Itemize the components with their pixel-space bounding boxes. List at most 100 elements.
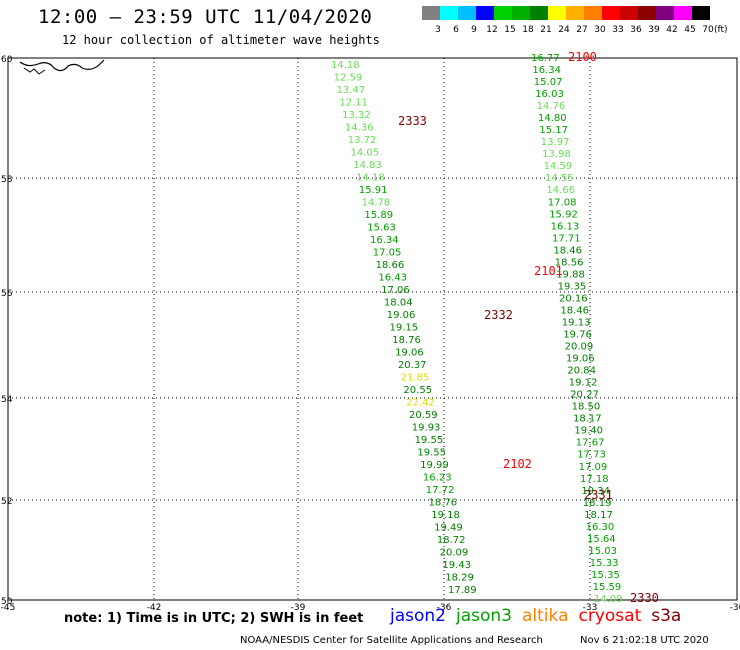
track-reading-right: 16.30 xyxy=(586,522,615,533)
colorbar-label: 12 xyxy=(486,25,497,35)
track-reading-right: 18.46 xyxy=(553,245,582,256)
track-reading-right: 18.19 xyxy=(583,498,612,509)
colorbar-label: 30 xyxy=(594,25,606,35)
colorbar-label: 36 xyxy=(630,25,642,35)
track-reading-left: 14.78 xyxy=(362,198,391,209)
colorbar-unit: (ft) xyxy=(714,25,728,35)
coastline xyxy=(19,59,105,72)
track-reading-right: 14.76 xyxy=(537,101,566,112)
colorbar-label: 9 xyxy=(471,25,477,35)
colorbar-label: 27 xyxy=(576,25,587,35)
coastline xyxy=(23,67,46,75)
pass-time-label: 2332 xyxy=(484,308,513,322)
track-reading-left: 20.09 xyxy=(440,548,469,559)
track-reading-left: 18.04 xyxy=(384,298,413,309)
track-reading-right: 16.03 xyxy=(535,89,564,100)
colorbar-swatch xyxy=(602,6,620,20)
map-subtitle: 12 hour collection of altimeter wave hei… xyxy=(62,33,380,47)
lat-tick-label: 50 xyxy=(1,597,13,607)
track-reading-left: 22.42 xyxy=(406,398,435,409)
track-reading-left: 19.06 xyxy=(387,310,416,321)
lat-tick-label: 60 xyxy=(1,55,13,65)
track-reading-left: 20.37 xyxy=(398,360,427,371)
track-reading-right: 14.59 xyxy=(544,161,573,172)
track-reading-left: 14.36 xyxy=(345,123,374,134)
track-reading-left: 18.29 xyxy=(445,573,474,584)
colorbar-swatch xyxy=(584,6,602,20)
track-reading-right: 20.16 xyxy=(559,293,588,304)
track-reading-right: 19.35 xyxy=(558,281,587,292)
wave-height-colorbar: 3 6 9 12 15 18 21 24 27 30 33 36 39 42 45 70 (ft) xyxy=(422,6,728,35)
satellite-legend-item: s3a xyxy=(651,606,682,626)
track-reading-right: 17.67 xyxy=(576,438,605,449)
track-reading-left: 13.72 xyxy=(348,135,377,146)
colorbar-label: 70 xyxy=(702,25,714,35)
track-reading-left: 20.55 xyxy=(403,385,432,396)
pass-time-label: 2331 xyxy=(584,488,613,502)
track-reading-left: 19.99 xyxy=(420,460,449,471)
credit-line: NOAA/NESDIS Center for Satellite Applica… xyxy=(240,635,543,646)
track-reading-right: 20.84 xyxy=(567,366,596,377)
track-reading-right: 20.27 xyxy=(570,390,599,401)
track-reading-left: 19.15 xyxy=(390,323,419,334)
pass-time-label: 2100 xyxy=(568,50,597,64)
track-reading-left: 13.47 xyxy=(337,85,366,96)
track-reading-right: 17.08 xyxy=(548,197,577,208)
colorbar-label: 33 xyxy=(612,25,623,35)
colorbar-swatch xyxy=(476,6,494,20)
track-reading-right: 15.17 xyxy=(539,125,568,136)
colorbar-swatch xyxy=(674,6,692,20)
colorbar-swatch xyxy=(656,6,674,20)
track-reading-left: 16.34 xyxy=(370,235,399,246)
track-reading-left: 18.76 xyxy=(429,498,458,509)
track-reading-left: 19.43 xyxy=(442,560,471,571)
pass-time-label: 2102 xyxy=(503,457,532,471)
track-reading-right: 18.50 xyxy=(572,402,601,413)
track-reading-left: 16.23 xyxy=(423,473,452,484)
track-reading-right: 17.18 xyxy=(580,474,609,485)
track-reading-right: 20.09 xyxy=(565,342,594,353)
colorbar-swatch xyxy=(422,6,440,20)
track-reading-right: 17.09 xyxy=(579,462,608,473)
track-reading-right: 19.12 xyxy=(569,378,598,389)
track-reading-right: 18.56 xyxy=(555,257,584,268)
track-reading-right: 19.40 xyxy=(574,426,603,437)
track-reading-left: 14.18 xyxy=(356,173,385,184)
track-reading-left: 15.63 xyxy=(367,223,396,234)
track-reading-left: 14.18 xyxy=(331,60,360,71)
track-reading-right: 19.76 xyxy=(563,330,592,341)
altimeter-map: -45 -42 -39 -36 -33 -30 60 58 56 54 52 50 14.18 12.59… xyxy=(1,50,740,610)
track-reading-right: 17.73 xyxy=(577,450,606,461)
pass-time-label: 2330 xyxy=(630,591,659,605)
lat-tick-label: 52 xyxy=(1,497,12,507)
track-reading-right: 15.92 xyxy=(549,209,578,220)
credit-date: Nov 6 21:02:18 UTC 2020 xyxy=(580,635,709,646)
track-reading-left: 12.11 xyxy=(339,98,368,109)
track-reading-left: 17.06 xyxy=(381,285,410,296)
colorbar-swatch xyxy=(566,6,584,20)
lat-tick-label: 56 xyxy=(1,289,13,299)
track-reading-right: 14.66 xyxy=(546,185,575,196)
track-reading-left: 20.59 xyxy=(409,410,438,421)
track-reading-left: 18.66 xyxy=(376,260,405,271)
track-reading-left: 18.72 xyxy=(437,535,466,546)
colorbar-swatch xyxy=(692,6,710,20)
track-reading-left: 16.43 xyxy=(378,273,407,284)
colorbar-label: 39 xyxy=(648,25,660,35)
footnote: note: 1) Time is in UTC; 2) SWH is in fe… xyxy=(64,611,364,626)
track-reading-right: 15.64 xyxy=(587,534,616,545)
track-reading-right: 18.17 xyxy=(573,414,602,425)
track-reading-right: 19.13 xyxy=(562,317,591,328)
colorbar-label: 24 xyxy=(558,25,570,35)
track-reading-left: 14.83 xyxy=(353,160,382,171)
pass-time-label: 2101 xyxy=(534,264,563,278)
colorbar-swatch xyxy=(458,6,476,20)
track-reading-left: 21.85 xyxy=(401,373,430,384)
lon-tick-label: -39 xyxy=(291,603,306,610)
colorbar-swatch xyxy=(494,6,512,20)
pass-time-label: 2333 xyxy=(398,114,427,128)
track-reading-right: 13.97 xyxy=(541,137,570,148)
track-reading-left: 19.49 xyxy=(434,523,463,534)
track-reading-right: 14.09 xyxy=(594,594,623,605)
colorbar-label: 15 xyxy=(504,25,515,35)
